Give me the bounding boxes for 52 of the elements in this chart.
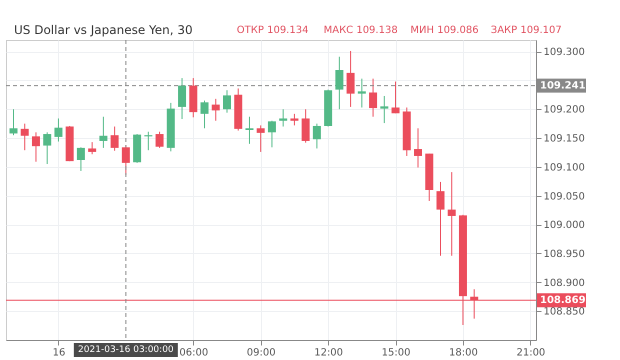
candlestick xyxy=(212,98,220,122)
y-tick-label: 109.150 xyxy=(544,134,585,145)
candlestick xyxy=(144,131,152,151)
ref-line-label: 109.241 xyxy=(540,80,586,92)
y-tick-label: 109.050 xyxy=(544,191,585,202)
y-tick-label: 109.000 xyxy=(544,220,585,232)
candlestick xyxy=(335,56,344,110)
candlestick xyxy=(312,123,321,149)
candlestick xyxy=(222,90,231,114)
y-tick-label: 108.900 xyxy=(544,278,585,289)
candlestick xyxy=(54,118,62,142)
candlestick xyxy=(76,146,85,172)
y-tick-label: 109.300 xyxy=(544,47,585,58)
x-tick-label: 12:00 xyxy=(314,348,344,358)
candlestick xyxy=(32,132,40,162)
ref-line-label: 108.869 xyxy=(540,295,586,306)
x-tick-label: 18:00 xyxy=(449,348,478,358)
y-tick-label: 108.950 xyxy=(544,248,585,260)
ref-line-label: 2021-03-16 03:00:00 xyxy=(78,345,174,355)
candlestick xyxy=(9,108,18,136)
candlestick xyxy=(178,78,186,120)
candlestick xyxy=(43,132,52,165)
candlestick xyxy=(436,181,444,256)
candlestick xyxy=(20,123,29,151)
text: МИН 109.086 xyxy=(410,25,479,36)
x-tick-label: 06:00 xyxy=(179,348,208,358)
candlestick xyxy=(346,50,355,108)
candlestick xyxy=(392,81,400,114)
candlestick xyxy=(268,120,276,148)
candlestick xyxy=(88,142,96,155)
chart-title: US Dollar vs Japanese Yen, 30 xyxy=(14,23,193,37)
text: ЗАКР 109.107 xyxy=(490,25,562,36)
candlestick xyxy=(290,113,298,126)
candlestick xyxy=(110,126,119,152)
candlestick xyxy=(256,124,265,152)
candlestick xyxy=(99,116,108,148)
x-tick-label: 16 xyxy=(52,348,66,358)
x-tick-label: 09:00 xyxy=(246,348,276,358)
candlestick xyxy=(200,100,209,129)
y-tick-label: 109.200 xyxy=(544,104,585,116)
candlestick xyxy=(302,108,310,144)
candlestick xyxy=(279,108,288,128)
y-tick-label: 109.100 xyxy=(544,162,585,174)
candlestick xyxy=(156,131,164,148)
x-tick-label: 21:00 xyxy=(516,348,546,358)
candlestick xyxy=(369,78,378,118)
x-tick-label: 15:00 xyxy=(382,348,410,358)
text: ОТКР 109.134 xyxy=(236,25,308,36)
candlestick xyxy=(414,128,422,168)
y-tick-label: 108.850 xyxy=(544,306,585,318)
text: МАКС 109.138 xyxy=(324,25,398,36)
candlestick xyxy=(448,172,456,256)
